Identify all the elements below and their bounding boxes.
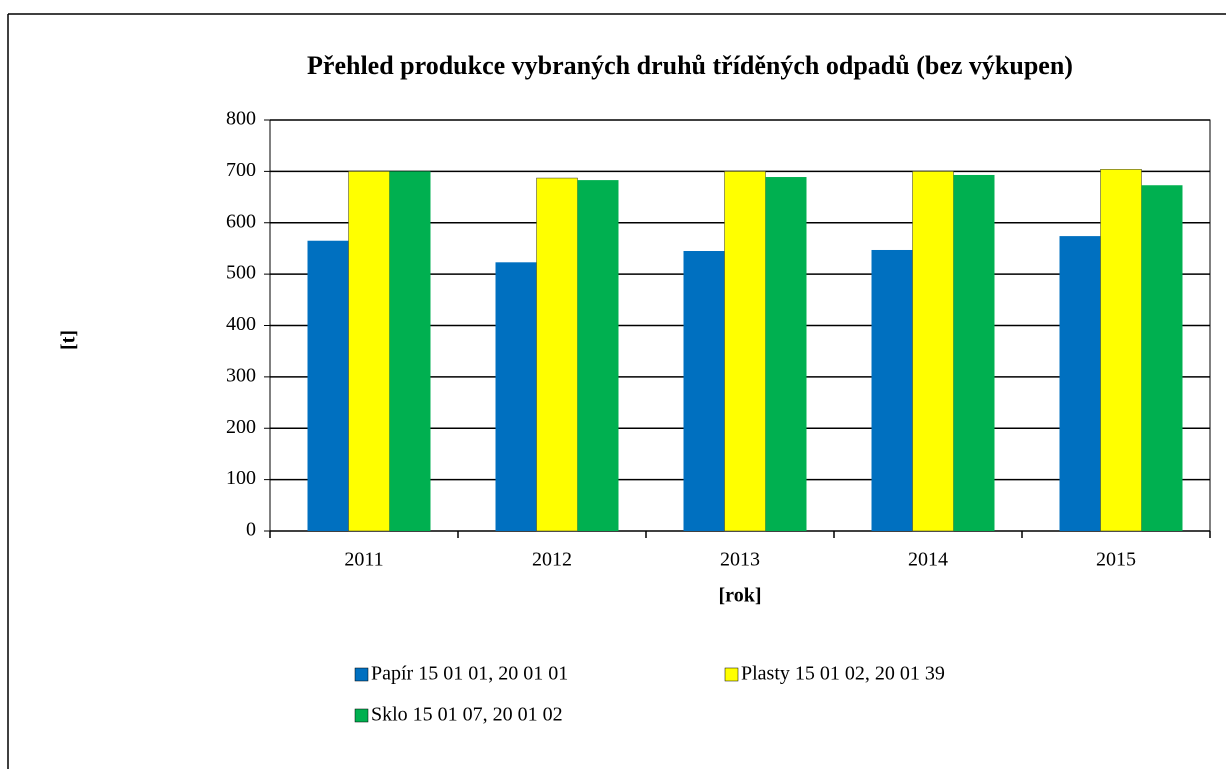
- bar: [871, 249, 913, 531]
- y-tick-label: 100: [226, 467, 256, 489]
- y-tick-label: 200: [226, 416, 256, 438]
- bar: [912, 171, 954, 532]
- legend-label: Plasty 15 01 02, 20 01 39: [741, 663, 945, 685]
- x-tick-label: 2012: [532, 549, 572, 571]
- bar: [724, 171, 766, 532]
- y-tick-label: 300: [226, 364, 256, 386]
- bar: [953, 174, 995, 531]
- x-tick-label: 2015: [1096, 549, 1136, 571]
- y-tick-label: 400: [226, 313, 256, 335]
- y-tick-label: 800: [226, 108, 256, 130]
- bar: [348, 171, 390, 532]
- legend-label: Papír 15 01 01, 20 01 01: [371, 663, 568, 685]
- bar: [389, 171, 431, 531]
- legend-swatch: [724, 667, 739, 682]
- y-tick-label: 500: [226, 262, 256, 284]
- y-tick-label: 0: [246, 519, 256, 541]
- x-axis-label: [rok]: [719, 585, 762, 607]
- x-tick-label: 2013: [720, 549, 760, 571]
- chart-title: Přehled produkce vybraných druhů tříděný…: [307, 51, 1073, 80]
- bar: [577, 180, 619, 531]
- y-tick-label: 700: [226, 159, 256, 181]
- bar: [536, 177, 578, 532]
- bar: [1100, 169, 1142, 532]
- bar: [683, 251, 725, 531]
- legend-label: Sklo 15 01 07, 20 01 02: [371, 704, 563, 726]
- bar: [765, 177, 807, 531]
- y-tick-label: 600: [226, 210, 256, 232]
- bar: [307, 240, 349, 531]
- y-axis-label: [t]: [58, 330, 80, 350]
- bar: [1059, 236, 1101, 532]
- bar: [1141, 185, 1183, 531]
- x-tick-label: 2014: [908, 549, 948, 571]
- legend-swatch: [354, 667, 369, 682]
- x-tick-label: 2011: [344, 549, 383, 571]
- bar: [495, 262, 537, 531]
- legend-swatch: [354, 708, 369, 723]
